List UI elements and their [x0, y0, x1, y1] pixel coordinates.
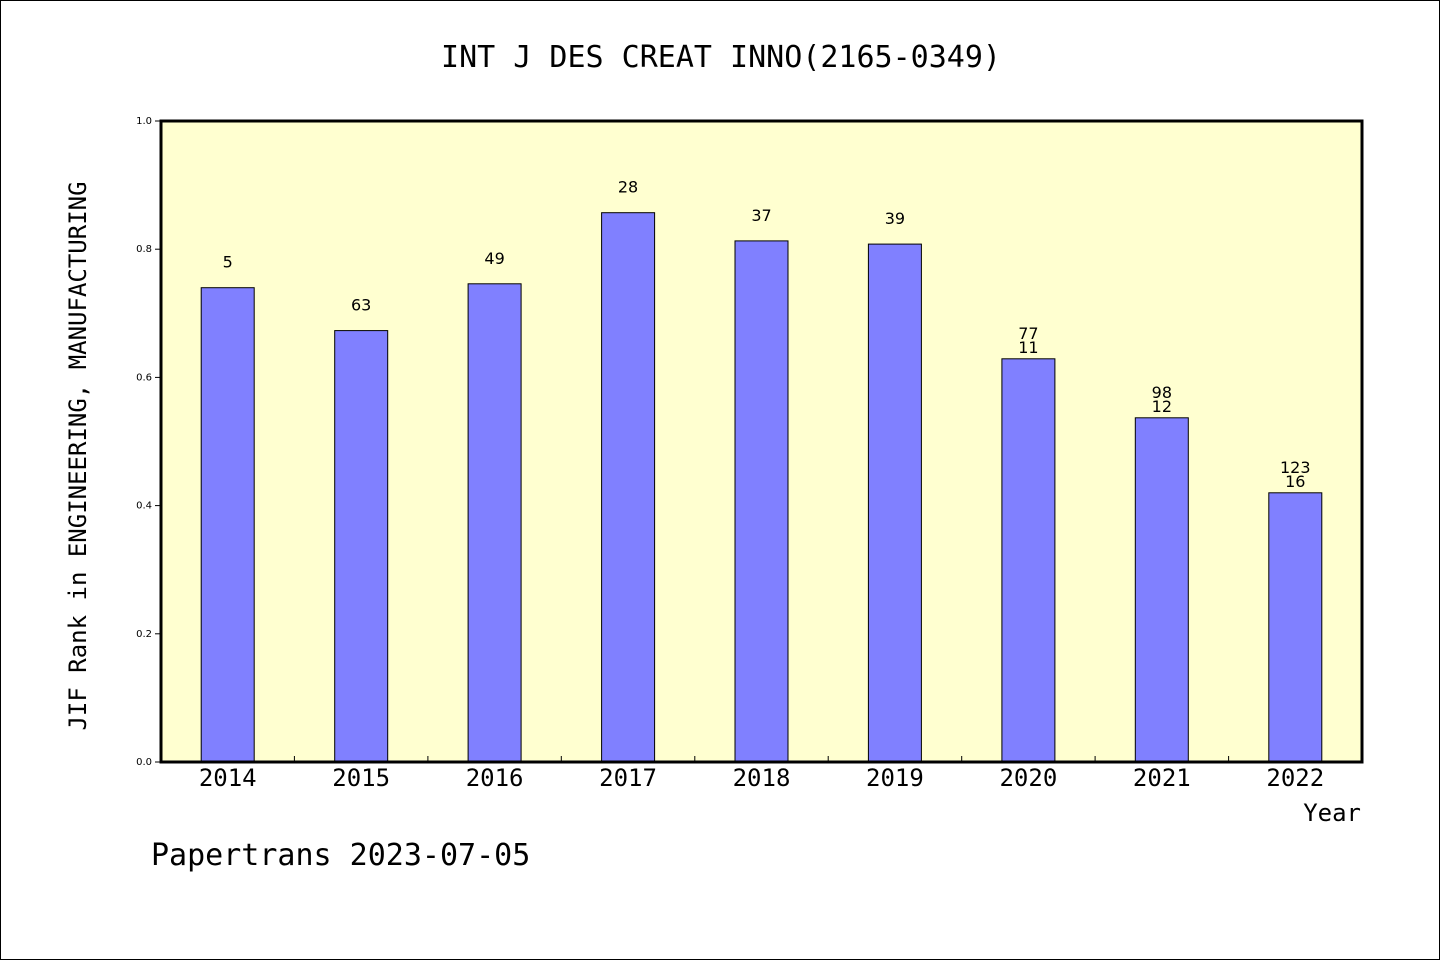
x-tick-label-2015: 2015	[332, 764, 390, 792]
y-tick-label-0.4: 0.4	[136, 501, 152, 512]
x-tick-label-2020: 2020	[999, 764, 1057, 792]
bar-label-2018: 37	[751, 206, 771, 225]
bar-label-bottom-2022: 16	[1285, 472, 1305, 491]
bar-2016	[467, 283, 522, 763]
y-tick-label-1.0: 1.0	[136, 116, 152, 127]
x-tick-label-2022: 2022	[1266, 764, 1324, 792]
bar-2020	[1001, 358, 1056, 763]
bar-label-2019: 39	[885, 209, 905, 228]
bar-2018	[734, 240, 789, 763]
bar-2017	[601, 212, 656, 763]
x-tick-label-2017: 2017	[599, 764, 657, 792]
y-tick-label-0.0: 0.0	[136, 757, 152, 768]
y-axis-label: JIF Rank in ENGINEERING, MANUFACTURING	[64, 181, 92, 730]
y-tick-label-0.2: 0.2	[136, 629, 152, 640]
ticks-group: 2014 2015 2016 2017 2018 2019 2020 2021 2022 0.0 0…	[136, 116, 1324, 792]
bar-label-2014: 5	[223, 253, 233, 272]
bar-label-top-2020: 77	[1018, 324, 1038, 343]
bar-label-top-2021: 98	[1152, 383, 1172, 402]
x-tick-label-2021: 2021	[1133, 764, 1191, 792]
bar-label-bottom-2020: 11	[1018, 338, 1038, 357]
bar-label-2017: 28	[618, 178, 638, 197]
bar-2014	[200, 287, 255, 763]
bar-label-2015: 63	[351, 296, 371, 315]
bar-2015	[334, 330, 389, 763]
x-tick-label-2019: 2019	[866, 764, 924, 792]
plot-border	[159, 119, 1364, 764]
x-axis-label: Year	[1303, 799, 1361, 827]
x-tick-label-2018: 2018	[733, 764, 791, 792]
bar-label-top-2022: 123	[1280, 458, 1311, 477]
footer-text: Papertrans 2023-07-05	[151, 838, 530, 873]
bar-label-2016: 49	[484, 249, 504, 268]
y-tick-label-0.8: 0.8	[136, 244, 152, 255]
x-tick-label-2014: 2014	[199, 764, 257, 792]
x-tick-label-2016: 2016	[466, 764, 524, 792]
bar-2022	[1268, 492, 1323, 763]
chart-title: INT J DES CREAT INNO(2165-0349)	[441, 40, 1001, 75]
y-tick-label-0.6: 0.6	[136, 372, 152, 383]
bar-label-bottom-2021: 12	[1152, 397, 1172, 416]
bar-2019	[867, 243, 922, 763]
bar-2021	[1134, 417, 1189, 763]
